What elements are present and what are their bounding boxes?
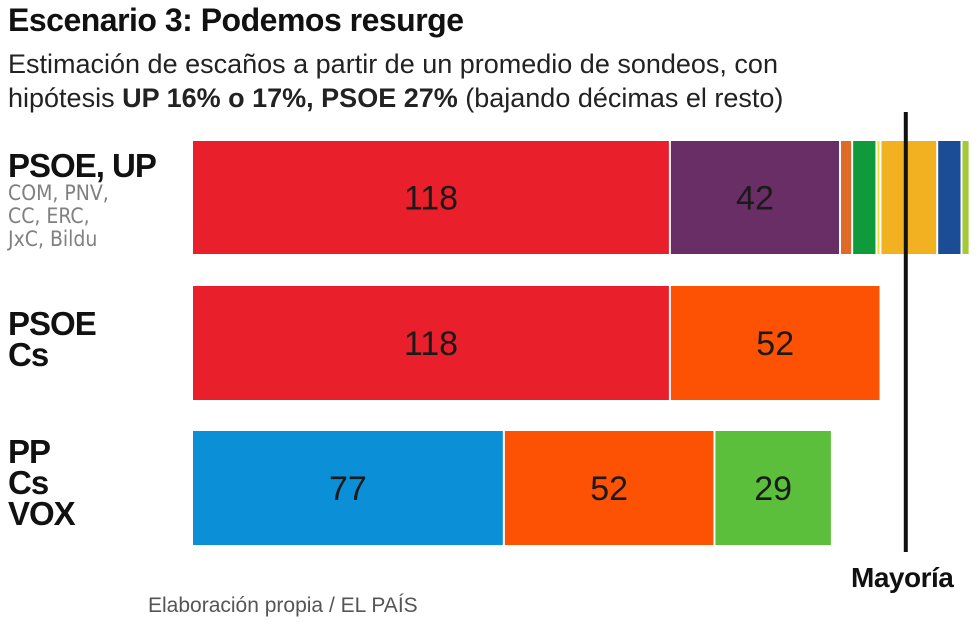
group-3-main-1: PP [8,433,51,470]
group-3-main-2: Cs [8,464,49,501]
bar-label-1-psoe: 118 [404,180,458,218]
group-1-sub-1: COM, PNV, [8,181,109,205]
chart-title: Escenario 3: Podemos resurge [8,2,464,38]
group-label-1: PSOE, UP COM, PNV, CC, ERC, JxC, Bildu [8,147,157,251]
source-credit: Elaboración propia / EL PAÍS [148,594,418,617]
bar-label-2-psoe: 118 [404,325,458,363]
bar-segment-1-pnv [853,141,876,254]
bar-segment-3-cs [504,431,714,545]
bar-label-3-pp: 77 [329,470,367,508]
bar-segment-2-psoe [193,286,669,400]
subtitle-prefix: hipótesis [8,83,123,113]
bar-segment-3-pp [193,431,503,545]
bar-segment-3-vox [715,431,831,545]
group-3-main-3: VOX [8,495,76,532]
group-1-main-1: PSOE, UP [8,147,157,184]
group-label-2: PSOE Cs [8,305,97,373]
group-label-3: PP Cs VOX [8,433,76,532]
group-1-sub-2: CC, ERC, [8,204,90,228]
subtitle-suffix: (bajando décimas el resto) [457,83,784,113]
group-1-sub-3: JxC, Bildu [8,227,98,251]
bar-segment-1-up [670,141,839,254]
bar-segment-1-com [841,141,852,254]
bar-segment-1-cc [877,141,880,254]
group-2-main-1: PSOE [8,305,97,342]
bar-label-3-vox: 29 [754,470,792,508]
group-2-main-2: Cs [8,336,49,373]
bar-label-3-cs: 52 [590,470,628,508]
subtitle-hypothesis: UP 16% o 17%, PSOE 27% [122,83,458,113]
bar-segment-2-cs [670,286,880,400]
bar-segment-1-bildu [962,141,969,254]
bar-segment-1-jxc [938,141,961,254]
bar-label-2-cs: 52 [756,325,794,363]
subtitle-line-1: Estimación de escaños a partir de un pro… [8,49,778,79]
majority-label: Mayoría [851,562,954,593]
chart-subtitle: Estimación de escaños a partir de un pro… [8,47,908,115]
bar-label-1-up: 42 [736,180,774,218]
bar-segment-1-erc [881,141,937,254]
bar-segment-1-psoe [193,141,669,254]
